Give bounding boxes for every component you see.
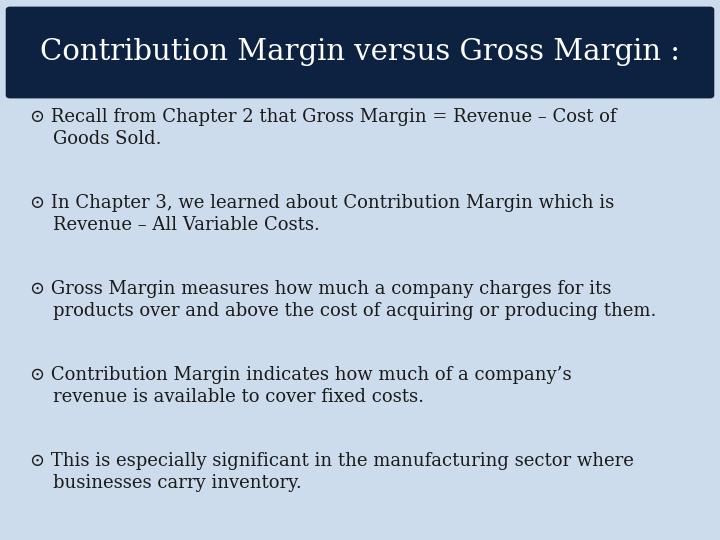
Text: products over and above the cost of acquiring or producing them.: products over and above the cost of acqu… bbox=[30, 302, 657, 320]
Text: businesses carry inventory.: businesses carry inventory. bbox=[30, 474, 302, 492]
Text: Revenue – All Variable Costs.: Revenue – All Variable Costs. bbox=[30, 216, 320, 234]
FancyBboxPatch shape bbox=[6, 8, 714, 98]
Text: ⊙ In Chapter 3, we learned about Contribution Margin which is: ⊙ In Chapter 3, we learned about Contrib… bbox=[30, 194, 614, 212]
Text: ⊙ Contribution Margin indicates how much of a company’s: ⊙ Contribution Margin indicates how much… bbox=[30, 366, 572, 384]
Text: Goods Sold.: Goods Sold. bbox=[30, 130, 161, 148]
Text: ⊙ Gross Margin measures how much a company charges for its: ⊙ Gross Margin measures how much a compa… bbox=[30, 280, 611, 298]
Text: Contribution Margin versus Gross Margin :: Contribution Margin versus Gross Margin … bbox=[40, 38, 680, 66]
Text: ⊙ Recall from Chapter 2 that Gross Margin = Revenue – Cost of: ⊙ Recall from Chapter 2 that Gross Margi… bbox=[30, 108, 616, 126]
Text: revenue is available to cover fixed costs.: revenue is available to cover fixed cost… bbox=[30, 388, 424, 406]
Text: ⊙ This is especially significant in the manufacturing sector where: ⊙ This is especially significant in the … bbox=[30, 452, 634, 470]
